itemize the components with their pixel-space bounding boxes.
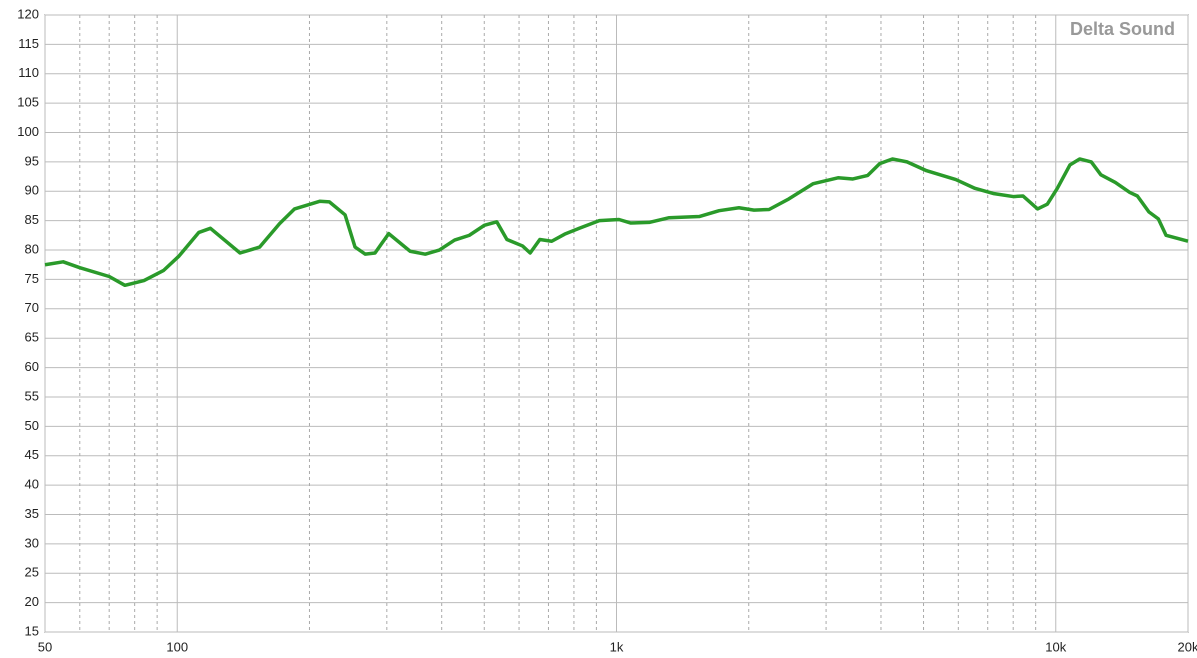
y-tick-label: 60: [25, 359, 39, 374]
x-tick-label: 20k: [1178, 639, 1197, 654]
y-tick-label: 100: [17, 124, 39, 139]
y-tick-label: 120: [17, 6, 39, 21]
x-tick-label: 10k: [1045, 639, 1066, 654]
y-tick-label: 115: [18, 36, 39, 51]
y-tick-label: 85: [25, 212, 39, 227]
x-tick-label: 50: [38, 639, 52, 654]
y-tick-label: 25: [25, 565, 39, 580]
y-tick-label: 30: [25, 535, 39, 550]
watermark: Delta Sound: [1070, 19, 1175, 39]
y-tick-label: 35: [25, 506, 39, 521]
x-tick-label: 100: [166, 639, 188, 654]
y-tick-label: 20: [25, 594, 39, 609]
y-tick-label: 90: [25, 183, 39, 198]
y-tick-label: 110: [18, 65, 39, 80]
x-tick-label: 1k: [610, 639, 624, 654]
y-tick-label: 95: [25, 153, 39, 168]
y-tick-label: 70: [25, 300, 39, 315]
y-tick-label: 80: [25, 241, 39, 256]
y-tick-label: 65: [25, 330, 39, 345]
y-tick-label: 15: [25, 623, 39, 638]
y-tick-label: 55: [25, 388, 39, 403]
y-tick-label: 45: [25, 447, 39, 462]
y-tick-label: 40: [25, 477, 39, 492]
y-tick-label: 75: [25, 271, 39, 286]
y-tick-label: 50: [25, 418, 39, 433]
response-line: [44, 157, 1189, 288]
y-tick-label: 105: [17, 95, 39, 110]
